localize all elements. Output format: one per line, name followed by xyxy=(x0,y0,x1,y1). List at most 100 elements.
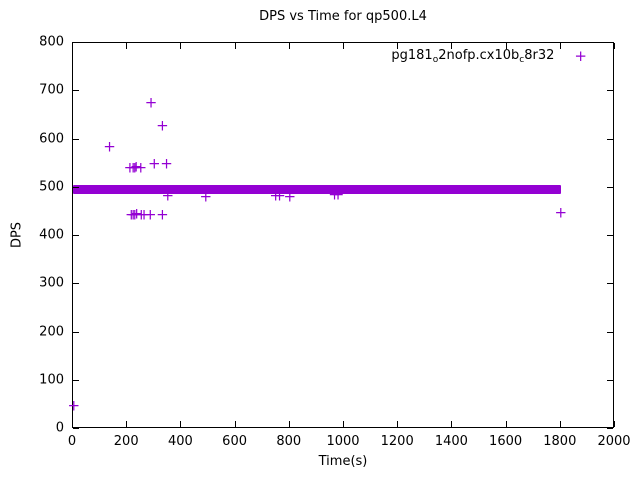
x-tick-mark xyxy=(505,421,507,427)
x-tick-mark xyxy=(72,43,73,49)
x-tick-mark xyxy=(234,43,236,49)
x-tick-mark xyxy=(505,43,507,49)
x-tick-label: 1400 xyxy=(434,434,468,449)
x-tick-label: 600 xyxy=(222,434,248,449)
x-tick-label: 1800 xyxy=(543,434,577,449)
data-point: + xyxy=(161,186,175,205)
y-tick-label: 400 xyxy=(39,227,64,243)
data-point: + xyxy=(273,186,286,205)
y-tick-mark xyxy=(607,331,613,333)
data-point: + xyxy=(126,205,140,224)
y-tick-mark xyxy=(73,186,79,188)
legend-label-text: 2nofp.cx10b xyxy=(438,48,520,63)
data-point: + xyxy=(143,205,157,224)
y-tick-mark xyxy=(73,428,79,429)
x-tick-mark xyxy=(397,421,399,427)
data-point: + xyxy=(144,93,158,112)
y-tick-mark xyxy=(73,138,79,140)
legend-label-subscript: o xyxy=(432,55,439,65)
data-point: + xyxy=(554,203,568,222)
y-tick-label: 200 xyxy=(39,324,64,339)
legend-label-text: pg181 xyxy=(391,48,433,63)
data-point: + xyxy=(269,186,282,205)
x-tick-label: 1600 xyxy=(489,434,523,449)
data-point: + xyxy=(156,116,169,135)
data-point: + xyxy=(126,158,140,177)
data-point: + xyxy=(129,157,143,176)
legend-label: pg181o2nofp.cx10bc8r32 xyxy=(391,48,554,65)
y-tick-mark xyxy=(73,42,79,43)
y-tick-mark xyxy=(607,428,613,429)
x-axis-label: Time(s) xyxy=(318,454,368,469)
data-point: + xyxy=(124,205,138,224)
y-tick-mark xyxy=(73,331,79,333)
data-point: + xyxy=(103,137,116,156)
y-tick-label: 0 xyxy=(55,420,64,436)
x-tick-mark xyxy=(451,421,453,427)
data-point: + xyxy=(331,185,345,204)
x-tick-mark xyxy=(614,43,615,49)
y-axis-label: DPS xyxy=(9,221,25,249)
x-tick-mark xyxy=(72,421,73,427)
y-tick-mark xyxy=(607,235,613,236)
y-tick-label: 700 xyxy=(39,82,64,98)
y-tick-mark xyxy=(607,90,613,92)
y-tick-mark xyxy=(607,379,613,381)
legend: pg181o2nofp.cx10bc8r32 + xyxy=(391,48,587,65)
x-tick-mark xyxy=(126,421,128,427)
data-point: + xyxy=(328,185,341,204)
data-point: + xyxy=(134,158,148,177)
x-tick-mark xyxy=(180,43,182,49)
x-tick-mark xyxy=(126,43,128,49)
y-tick-mark xyxy=(607,42,613,43)
x-tick-mark xyxy=(343,421,344,427)
y-tick-label: 300 xyxy=(39,275,64,291)
data-band xyxy=(73,185,561,195)
data-point: + xyxy=(134,205,148,224)
y-tick-mark xyxy=(73,379,79,381)
data-point: + xyxy=(128,158,142,177)
data-point: + xyxy=(160,154,173,173)
x-tick-label: 1200 xyxy=(380,434,414,449)
x-tick-mark xyxy=(559,421,561,427)
data-point: + xyxy=(283,187,297,206)
x-tick-mark xyxy=(343,43,344,49)
x-tick-label: 0 xyxy=(67,434,77,449)
x-tick-label: 1000 xyxy=(326,434,360,449)
legend-label-subscript: c xyxy=(519,55,525,65)
chart-title: DPS vs Time for qp500.L4 xyxy=(259,9,427,24)
plot-area: pg181o2nofp.cx10bc8r32 + + + + + + + + + + + + + + + +… xyxy=(68,42,614,428)
y-tick-mark xyxy=(73,283,79,285)
x-tick-mark xyxy=(234,421,236,427)
x-tick-mark xyxy=(288,421,290,427)
y-tick-label: 800 xyxy=(39,34,64,50)
legend-label-text: 8r32 xyxy=(524,48,555,63)
x-tick-mark xyxy=(180,421,182,427)
y-tick-label: 600 xyxy=(39,131,64,146)
data-point: + xyxy=(199,187,213,206)
y-tick-mark xyxy=(607,138,613,140)
x-tick-mark xyxy=(614,421,615,427)
data-point: + xyxy=(156,205,169,224)
y-tick-mark xyxy=(73,90,79,92)
x-tick-mark xyxy=(559,43,561,49)
x-tick-mark xyxy=(288,43,290,49)
data-point: + xyxy=(123,158,137,177)
data-point: + xyxy=(137,205,151,224)
y-tick-mark xyxy=(73,235,79,236)
data-point: + xyxy=(130,204,143,223)
data-point: + xyxy=(67,396,81,415)
x-tick-mark xyxy=(397,43,399,49)
data-point: + xyxy=(128,205,142,224)
y-tick-label: 500 xyxy=(39,179,64,195)
x-tick-label: 800 xyxy=(276,434,302,449)
data-point: + xyxy=(148,154,161,173)
legend-marker-icon: + xyxy=(574,47,587,65)
y-tick-label: 100 xyxy=(39,372,64,388)
x-tick-label: 200 xyxy=(113,434,139,449)
x-tick-label: 2000 xyxy=(597,434,631,449)
x-tick-label: 400 xyxy=(167,434,193,449)
x-tick-mark xyxy=(451,43,453,49)
y-tick-mark xyxy=(607,283,613,285)
